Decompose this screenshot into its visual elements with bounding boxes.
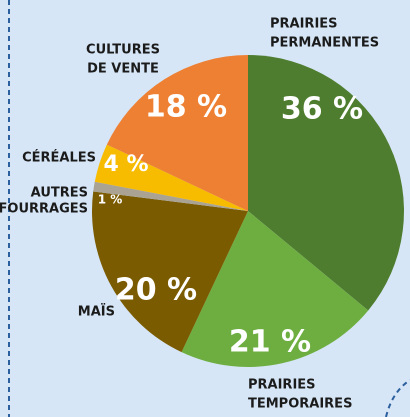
pie-slice — [181, 211, 369, 368]
data-label: 18 % — [145, 90, 227, 125]
data-label: 1 % — [98, 193, 123, 207]
category-label: MAÏS — [78, 304, 115, 320]
category-label: CULTURES — [86, 43, 160, 58]
pie-slice — [93, 181, 249, 211]
category-label: PRAIRIES — [270, 17, 338, 32]
pie-slice — [92, 191, 248, 353]
pie-slice — [248, 55, 404, 311]
category-label: CÉRÉALES — [22, 150, 96, 166]
category-label: PERMANENTES — [270, 36, 379, 51]
category-label: FOURRAGES — [0, 202, 88, 217]
category-label: TEMPORAIRES — [248, 397, 352, 412]
category-label: DE VENTE — [87, 62, 159, 77]
pie-slice — [106, 55, 248, 211]
data-label: 20 % — [115, 273, 197, 308]
data-label: 4 % — [103, 152, 148, 177]
labels: PRAIRIES PERMANENTES PRAIRIES TEMPORAIRES MA… — [0, 17, 379, 412]
pie — [92, 55, 404, 368]
data-label: 21 % — [229, 325, 311, 360]
category-label: PRAIRIES — [248, 378, 316, 393]
pie-slice — [94, 144, 249, 211]
category-label: AUTRES — [31, 186, 88, 201]
border — [385, 379, 410, 417]
data-label: 36 % — [281, 92, 363, 127]
